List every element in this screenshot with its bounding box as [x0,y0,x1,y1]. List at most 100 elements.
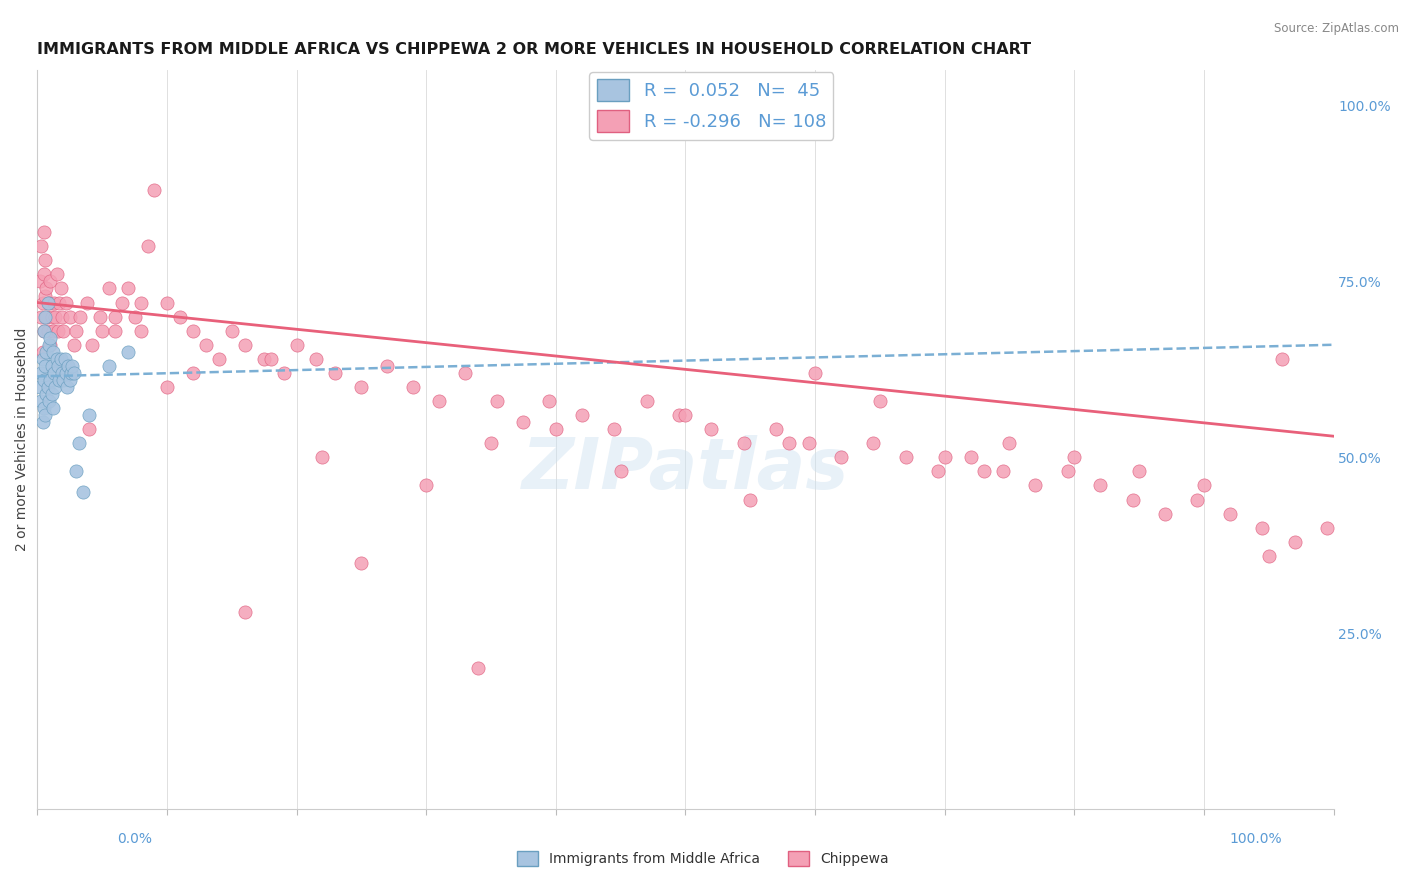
Point [253,351,276,366]
Point [62,366,84,380]
Point [77,422,100,436]
Point [208,351,231,366]
Point [700,422,723,436]
Point [32,225,55,239]
Point [45,268,67,282]
Point [58,359,80,373]
Point [1024,478,1046,492]
Point [48,295,70,310]
Text: 0.0%: 0.0% [117,832,152,846]
Point [39,331,62,345]
Legend: R =  0.052   N=  45, R = -0.296   N= 108: R = 0.052 N= 45, R = -0.296 N= 108 [589,72,834,139]
Point [129,295,152,310]
Point [32,401,55,415]
Point [894,450,917,465]
Point [1187,492,1209,507]
Point [804,366,827,380]
Point [46,324,69,338]
Point [129,324,152,338]
Point [1271,351,1294,366]
Point [973,464,995,478]
Point [544,422,567,436]
Point [233,337,256,351]
Point [31,415,53,429]
Point [51,366,73,380]
Point [35,281,58,295]
Point [305,351,328,366]
Point [869,394,891,409]
Point [156,295,179,310]
Point [37,324,59,338]
Point [765,422,787,436]
Text: Source: ZipAtlas.com: Source: ZipAtlas.com [1274,22,1399,36]
Point [1128,464,1150,478]
Point [41,387,63,401]
Point [48,373,70,387]
Point [110,295,132,310]
Point [415,478,437,492]
Point [1122,492,1144,507]
Point [169,310,191,324]
Point [56,380,79,394]
Point [1284,534,1306,549]
Point [181,366,204,380]
Point [32,324,55,338]
Point [37,295,59,310]
Point [30,310,52,324]
Point [42,324,65,338]
Point [32,268,55,282]
Point [46,359,69,373]
Point [609,464,631,478]
Point [35,387,58,401]
Point [38,295,60,310]
Point [571,408,593,422]
Point [104,310,127,324]
Point [69,310,91,324]
Point [991,464,1014,478]
Point [44,295,66,310]
Legend: Immigrants from Middle Africa, Chippewa: Immigrants from Middle Africa, Chippewa [512,846,894,871]
Text: IMMIGRANTS FROM MIDDLE AFRICA VS CHIPPEWA 2 OR MORE VEHICLES IN HOUSEHOLD CORREL: IMMIGRANTS FROM MIDDLE AFRICA VS CHIPPEW… [38,42,1032,57]
Point [668,408,690,422]
Point [117,344,139,359]
Point [375,359,398,373]
Point [194,337,217,351]
Point [427,394,450,409]
Point [1154,507,1177,521]
Point [55,295,77,310]
Point [1056,464,1078,478]
Point [959,450,981,465]
Point [34,253,56,268]
Point [41,310,63,324]
Point [285,337,308,351]
Point [65,464,87,478]
Point [104,324,127,338]
Point [39,337,62,351]
Point [42,401,65,415]
Text: ZIPatlas: ZIPatlas [522,434,849,504]
Point [350,556,373,570]
Point [97,359,120,373]
Y-axis label: 2 or more Vehicles in Household: 2 or more Vehicles in Household [15,328,30,551]
Point [1063,450,1085,465]
Point [350,380,373,394]
Point [538,394,561,409]
Point [49,281,72,295]
Text: 100.0%: 100.0% [1230,832,1282,846]
Point [28,380,51,394]
Point [39,275,62,289]
Point [181,324,204,338]
Point [862,436,884,450]
Point [467,661,489,675]
Point [143,183,166,197]
Point [1219,507,1241,521]
Point [60,359,83,373]
Point [37,380,59,394]
Point [52,324,75,338]
Point [59,310,82,324]
Point [454,366,477,380]
Point [636,394,658,409]
Point [38,394,60,409]
Point [934,450,956,465]
Point [778,436,800,450]
